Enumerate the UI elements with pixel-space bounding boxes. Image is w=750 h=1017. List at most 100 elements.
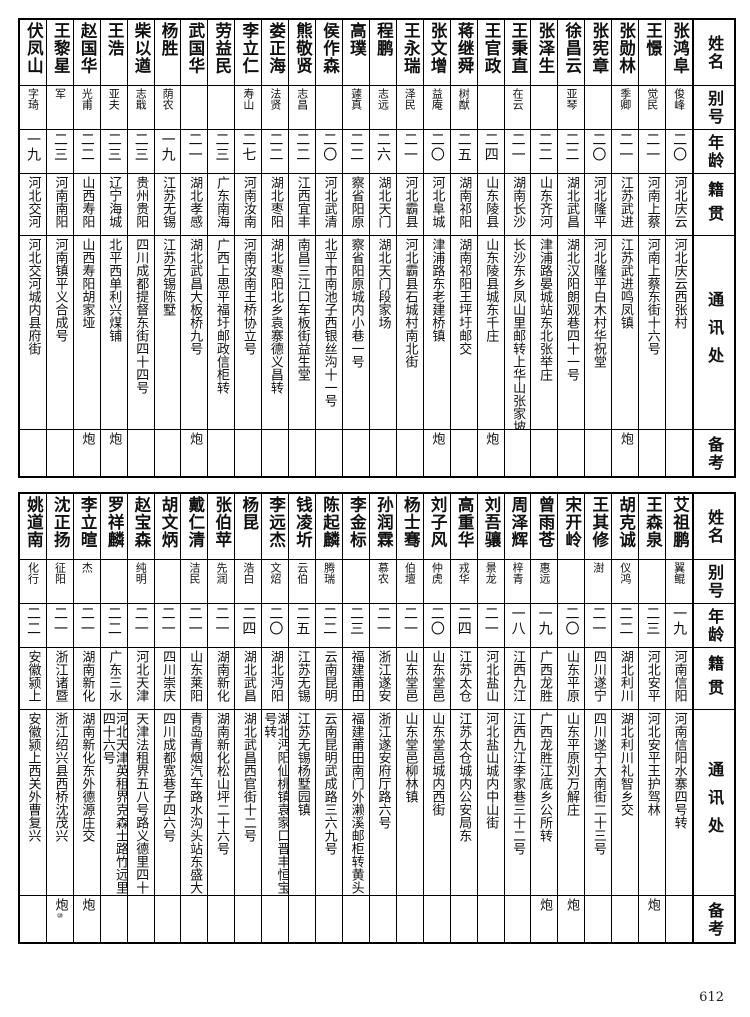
person-column[interactable]: 柴以遒 志戢 二三 贵州贵阳 四川成都提督东街四十四号 [126, 20, 154, 476]
person-alias: 荫农 [154, 86, 181, 130]
person-column[interactable]: 孙润霖 慕农 二一 浙江遂安 浙江遂安府厅路六号 [368, 494, 396, 942]
person-column[interactable]: 张文增 益庵 二〇 河北阜城 津浦路东老建桥镇炮 [422, 20, 450, 476]
person-name: 陈起麟 [316, 494, 343, 560]
person-name: 高璞 [343, 20, 369, 86]
person-column[interactable]: 高重华 戎华 二四 江苏太仓 江苏太仓城内公安局东 [449, 494, 477, 942]
person-origin: 河北隆平 [585, 174, 612, 236]
person-note [20, 896, 46, 942]
person-origin: 湖北沔阳 [262, 648, 289, 710]
person-column[interactable]: 罗祥麟 二二 广东三水 河北天津英租界克森士路竹远里四十六号 [99, 494, 127, 942]
person-column[interactable]: 张宪章 二〇 河北隆平 河北隆平白木村华祝堂 [584, 20, 612, 476]
person-name: 张文增 [423, 20, 450, 86]
person-address: 湖南祁阳王坪圩邮交 [450, 236, 477, 430]
person-origin: 贵州贵阳 [127, 174, 154, 236]
person-column[interactable]: 刘子风 仲虎 二〇 山东堂邑 山东堂邑城内西街 [422, 494, 450, 942]
person-column[interactable]: 劳益民 二三 广东南海 广西上思平福圩邮政信柜转 [207, 20, 235, 476]
person-age: 二二 [19, 604, 46, 648]
person-column[interactable]: 李立暄杰二一 湖南新化 湖南新化东外德源庄交炮 [72, 494, 100, 942]
person-column[interactable]: 陈起麟 腾瑞 二二 云南昆明 云南昆明武成路三六九号 [315, 494, 343, 942]
person-name: 李金标 [343, 494, 369, 560]
person-note: 炮 [79, 898, 95, 912]
person-address: 河北安平王护驾林 [639, 710, 666, 896]
person-alias [316, 86, 343, 130]
person-column[interactable]: 曾雨苍 惠远 一九 广西龙胜 广西龙胜江底乡公所转炮 [530, 494, 558, 942]
person-column[interactable]: 杨胜 荫农 一九 江苏无锡 江苏无锡陈墅 [153, 20, 181, 476]
person-column[interactable]: 张泽生 二二 山东齐河 津浦路晏城站东北张举庄 [530, 20, 558, 476]
person-column[interactable]: 伏凤山 字琦 一九 河北交河 河北交河城内县府街 [19, 20, 46, 476]
person-column[interactable]: 张伯苹 先润 二一 湖南新化 湖南新化松山坪二十六号 [207, 494, 235, 942]
person-column[interactable]: 王其修澍二一 四川遂宁 四川遂宁大南街二十三号 [584, 494, 612, 942]
person-alias: 季卿 [612, 86, 639, 130]
person-column[interactable]: 李远杰 文炤 二〇 湖北沔阳 湖北沔阳仙桃镇袁家口晋丰恒宝号转 [261, 494, 289, 942]
person-column[interactable]: 刘吾骧 景龙 二一 河北盐山 河北盐山城内中山街 [476, 494, 504, 942]
person-column[interactable]: 李金标 二三 福建莆田 福建莆田南门外濑溪邮柜转黄头厝 [342, 494, 369, 942]
person-note [585, 430, 611, 476]
person-address: 湖北枣阳北乡袁寨德义昌转 [262, 236, 289, 430]
person-column[interactable]: 侯作森 二〇 河北武清 北平市南池子西银丝沟十一号 [315, 20, 343, 476]
person-column[interactable]: 王永瑞 泽民 二一 河北霸县 河北霸县石城村南北街 [395, 20, 423, 476]
person-note [531, 430, 557, 476]
header-note: 备考 [705, 901, 725, 938]
person-alias: 化行 [19, 560, 46, 604]
person-column[interactable]: 熊敬贤 志昌 二二 江西宜丰 南昌三江口车板街益生堂 [288, 20, 316, 476]
person-age: 二一 [639, 130, 666, 174]
person-note [666, 430, 692, 476]
person-age: 二〇 [585, 130, 612, 174]
header-address: 通讯处 [694, 710, 734, 896]
person-column[interactable]: 蒋继舜 树猷 二五 湖南祁阳 湖南祁阳王坪圩邮交 [449, 20, 477, 476]
person-column[interactable]: 王官政 二四 山东陵县 山东陵县城东千庄炮 [476, 20, 504, 476]
person-age: 二三 [639, 604, 666, 648]
person-column[interactable]: 娄正海 法贤 二二 湖北枣阳 湖北枣阳北乡袁寨德义昌转 [261, 20, 289, 476]
person-alias: 浩白 [235, 560, 262, 604]
person-alias: 觉民 [639, 86, 666, 130]
person-column[interactable]: 艾祖鹏 翼鲲 一九 河南信阳 河南信阳水寨四号转 [665, 494, 692, 942]
person-alias: 字琦 [19, 86, 46, 130]
person-column[interactable]: 赵宝森 纯明 二一 河北天津 天津法租界五八号路义德里四十号 [126, 494, 154, 942]
person-name: 张勋林 [612, 20, 639, 86]
person-alias: 蘧真 [343, 86, 369, 130]
person-column[interactable]: 李立仁 寿山 二七 河南汝南 河南汝南王桥协立号 [234, 20, 262, 476]
person-column[interactable]: 王秉直 在云 二一 湖南长沙 长沙东乡凤山里邮转上华山张家坡 [503, 20, 531, 476]
person-name: 徐昌云 [558, 20, 585, 86]
person-origin: 山西寿阳 [73, 174, 100, 236]
person-column[interactable]: 姚道南 化行 二二 安徽颍上 安徽颍上西关外曹复兴 [19, 494, 46, 942]
person-column[interactable]: 胡文炳 二一 四川崇庆 四川成都宽巷子四六号 [153, 494, 181, 942]
person-column[interactable]: 戴仁清 洁民 二一 山东莱阳 青岛青烟汽车路水沟头站东盛大号 [180, 494, 208, 942]
person-column[interactable]: 武国华 二一 湖北孝感 湖北武昌大板桥九号炮 [180, 20, 208, 476]
person-name: 熊敬贤 [289, 20, 316, 86]
person-alias: 纯明 [127, 560, 154, 604]
person-column[interactable]: 张勋林 季卿 二一 江苏武进 江苏武进鸣凤镇炮 [611, 20, 639, 476]
person-column[interactable]: 胡克诚 仪鸿 二二 湖北利川 湖北利川礼智乡交 [611, 494, 639, 942]
person-note [451, 896, 477, 942]
person-alias: 志远 [369, 86, 396, 130]
header-alias: 别号 [694, 86, 734, 130]
header-age: 年龄 [694, 130, 734, 174]
person-column[interactable]: 周泽辉 梓青 一八 江西九江 江西九江李家巷三十二号 [503, 494, 531, 942]
person-column[interactable]: 王浩 亚夫 二三 辽宁海城 北平西单利兴煤铺炮 [99, 20, 127, 476]
person-age: 二四 [235, 604, 262, 648]
person-column[interactable]: 王黎星军二三 河南南阳 河南镇平义合成号 [45, 20, 73, 476]
person-age: 二一 [181, 604, 208, 648]
person-column[interactable]: 高璞 蘧真 二二 察省阳原 察省阳原城内小巷一号 [342, 20, 369, 476]
person-address: 江苏武进鸣凤镇 [612, 236, 639, 430]
person-address: 山东陵县城东千庄 [477, 236, 504, 430]
person-alias: 俊峰 [666, 86, 692, 130]
person-column[interactable]: 徐昌云 亚琴 二二 湖北武昌 湖北汉阳朗观巷四十一号 [557, 20, 585, 476]
header-origin: 籍贯 [694, 174, 734, 236]
person-column[interactable]: 钱凌圻 云伯 二五 江苏无锡 江苏无锡杨墅园镇 [288, 494, 316, 942]
person-column[interactable]: 赵国华 光甫 二二 山西寿阳 山西寿阳胡家垭炮 [72, 20, 100, 476]
person-column[interactable]: 王憬 觉民 二一 河南上蔡 河南上蔡东街十六号 [638, 20, 666, 476]
person-column[interactable]: 程鹏 志远 二六 湖北天门 湖北天门段家场 [368, 20, 396, 476]
person-origin: 河北武清 [316, 174, 343, 236]
person-alias [477, 86, 504, 130]
person-address: 津浦路晏城站东北张举庄 [531, 236, 558, 430]
person-column[interactable]: 宋开岭 二〇 山东平原 山东平原刘万解庄炮 [557, 494, 585, 942]
person-column[interactable]: 张鸿阜 俊峰 二〇 河北庆云 河北庆云西张村 [665, 20, 692, 476]
person-name: 李立暄 [73, 494, 100, 560]
person-column[interactable]: 王森泉 二三 河北安平 河北安平王护驾林炮 [638, 494, 666, 942]
person-note: 炮 [187, 432, 203, 446]
person-column[interactable]: 杨昆 浩白 二四 湖北武昌 湖北武昌西官街十二号 [234, 494, 262, 942]
person-address: 河北霸县石城村南北街 [396, 236, 423, 430]
person-column[interactable]: 沈正扬 征阳 二一 浙江诸暨 浙江绍兴县西桥沈茂兴炮 ⑩ [45, 494, 73, 942]
person-column[interactable]: 杨士骞 伯壇 二一 山东堂邑 山东堂邑柳林镇 [395, 494, 423, 942]
